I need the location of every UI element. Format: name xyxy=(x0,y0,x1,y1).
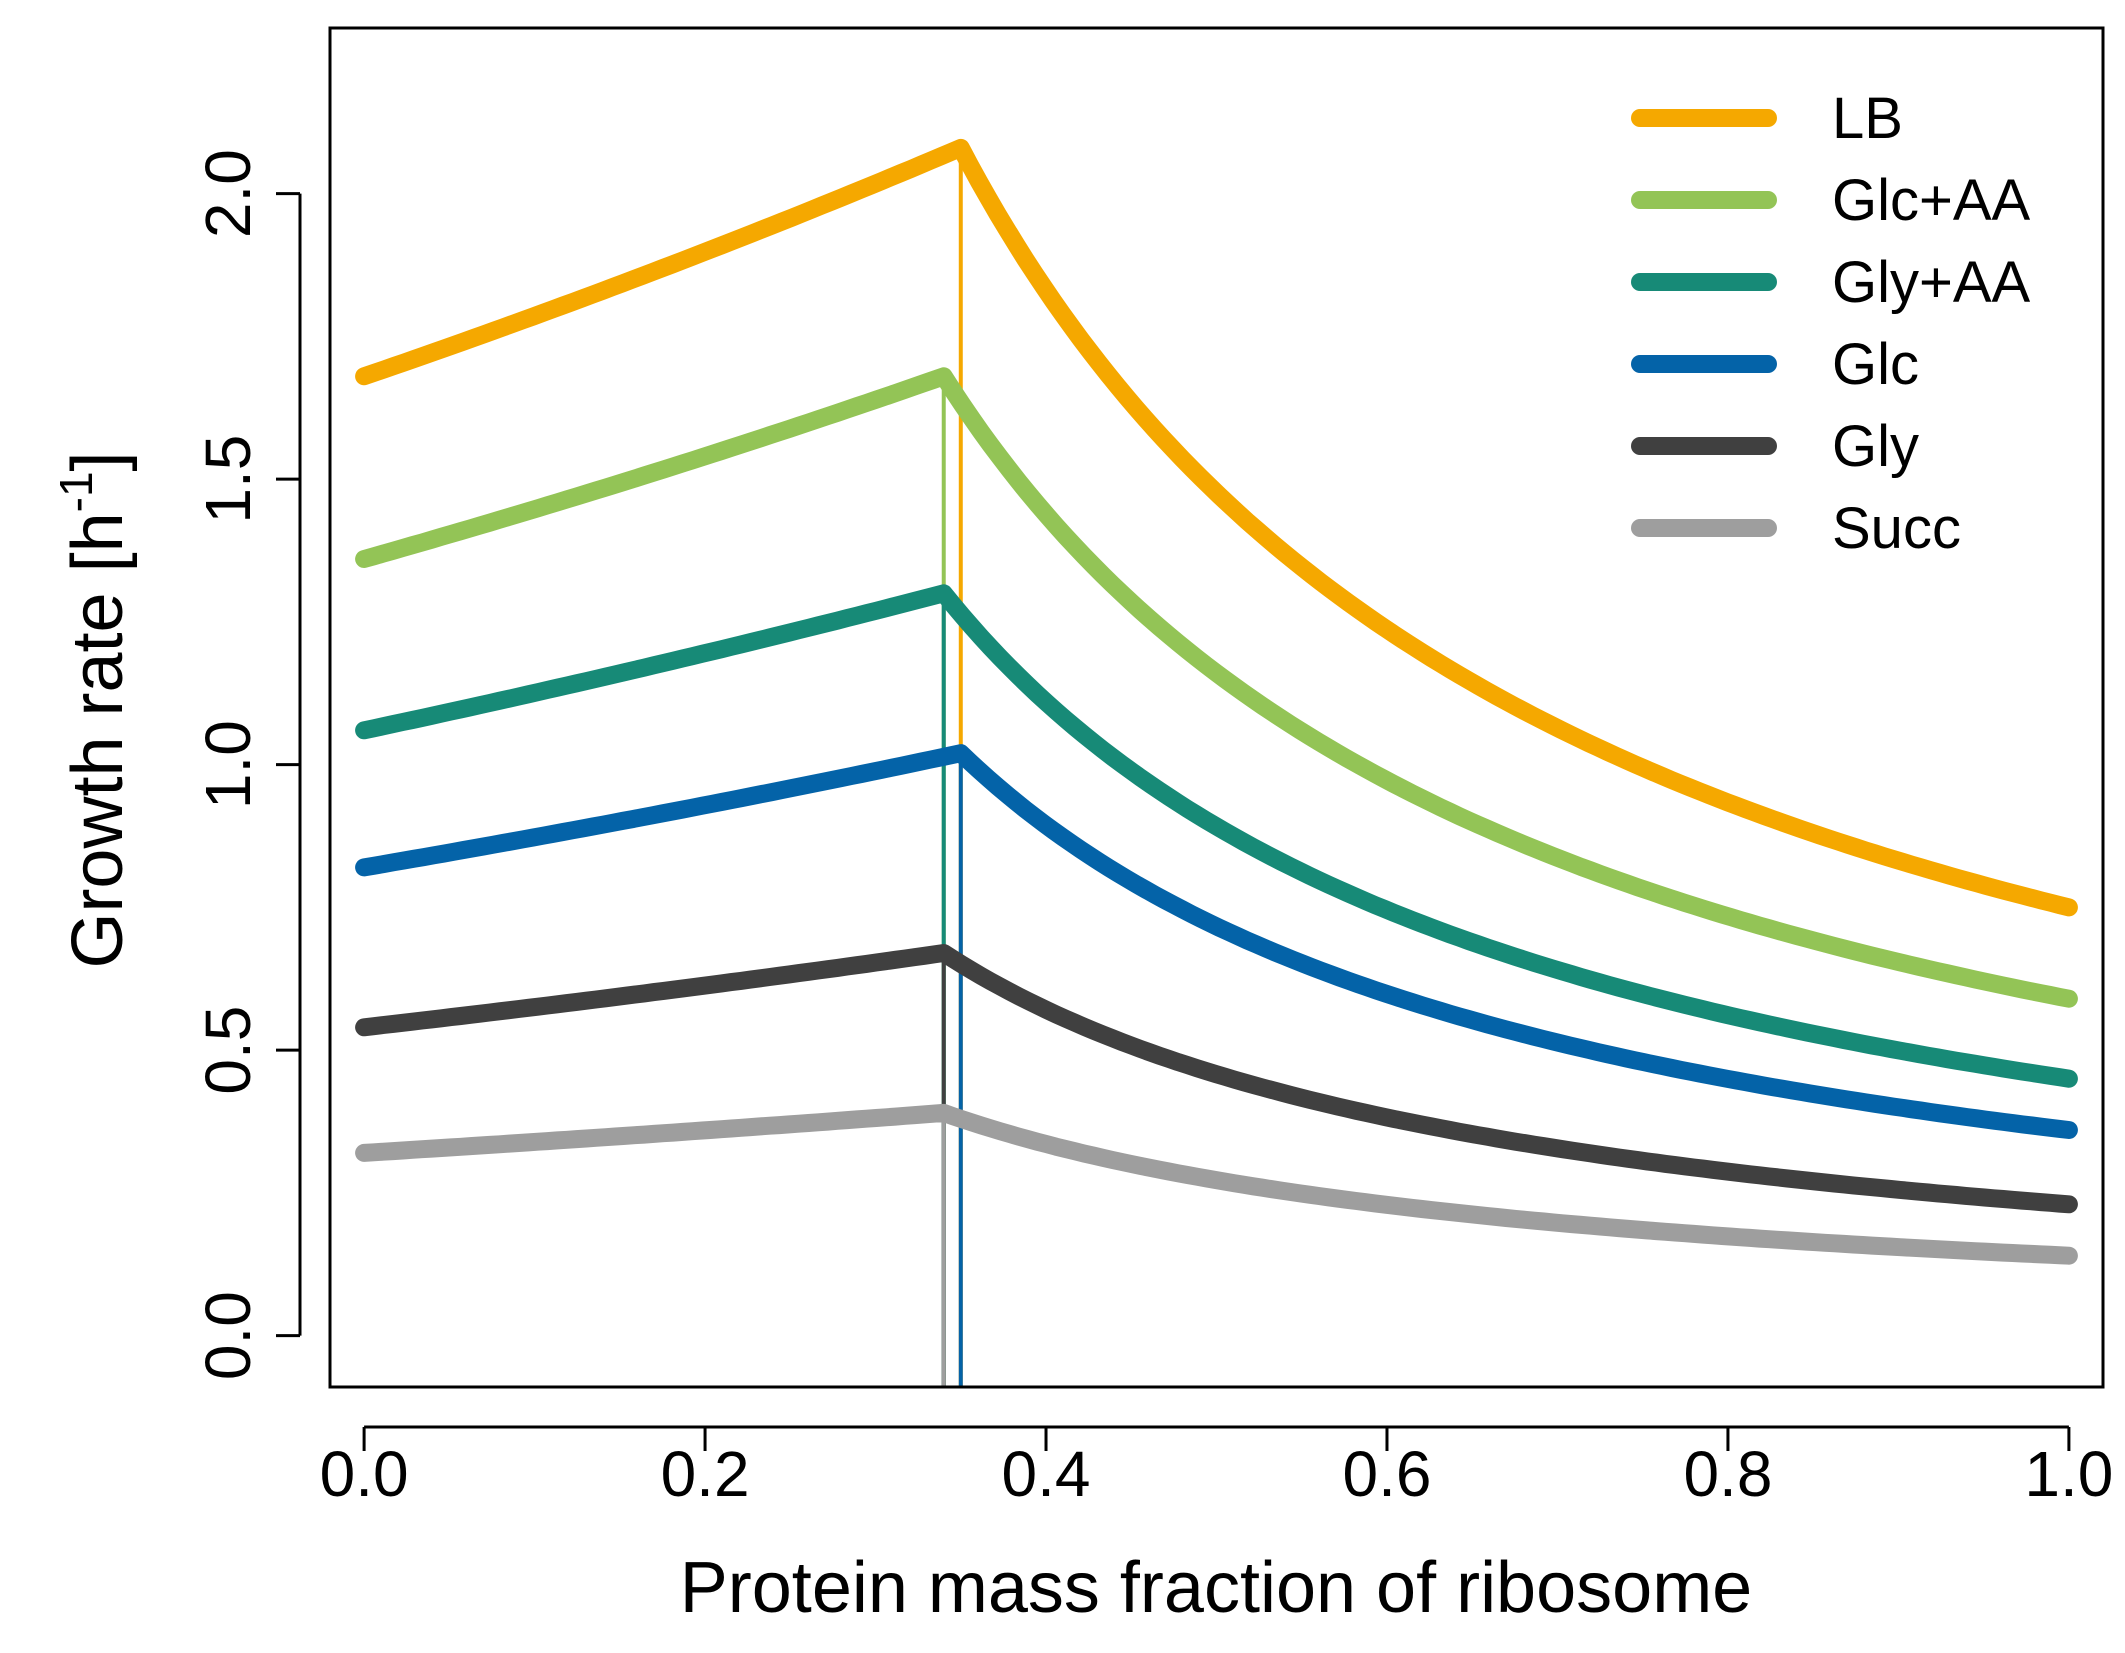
y-axis-title-superscript: -1 xyxy=(50,471,102,512)
series-line xyxy=(355,744,2078,1139)
legend-label: Succ xyxy=(1832,496,1961,561)
y-tick-label: 0.5 xyxy=(192,1006,264,1095)
series-curves xyxy=(355,138,2078,1265)
legend-label: Gly xyxy=(1832,414,1919,479)
x-tick-label: 0.2 xyxy=(661,1438,750,1510)
x-tick-label: 0.0 xyxy=(320,1438,409,1510)
legend: LB Glc+AA Gly+AA Glc Gly Succ xyxy=(1631,86,2031,561)
y-tick-label: 0.0 xyxy=(192,1291,264,1380)
y-tick-label: 2.0 xyxy=(192,149,264,238)
legend-label: LB xyxy=(1832,86,1903,151)
legend-label: Glc+AA xyxy=(1832,168,2031,233)
legend-label: Gly+AA xyxy=(1832,250,2031,315)
optimum-marker-lines xyxy=(941,147,963,1387)
series-line xyxy=(355,944,2078,1214)
series-line xyxy=(355,1103,2078,1265)
series-line xyxy=(355,138,2078,917)
y-axis-title-close: ] xyxy=(58,451,138,471)
legend-label: Glc xyxy=(1832,332,1919,397)
x-tick-label: 0.8 xyxy=(1683,1438,1772,1510)
plot-frame xyxy=(328,26,2105,1389)
y-tick-label: 1.0 xyxy=(192,720,264,809)
y-axis-title: Growth rate [h-1] xyxy=(50,451,138,968)
x-tick-label: 0.4 xyxy=(1002,1438,1091,1510)
series-line xyxy=(355,584,2078,1088)
x-axis-title: Protein mass fraction of ribosome xyxy=(680,1548,1752,1628)
y-axis-title-main: Growth rate [h xyxy=(58,512,138,968)
x-axis: 0.0 0.2 0.4 0.6 0.8 1.0 xyxy=(320,1425,2113,1510)
y-axis: 0.0 0.5 1.0 1.5 2.0 xyxy=(192,149,302,1380)
x-tick-label: 0.6 xyxy=(1342,1438,1431,1510)
x-tick-label: 1.0 xyxy=(2024,1438,2113,1510)
y-tick-label: 1.5 xyxy=(192,435,264,524)
series-line xyxy=(355,367,2078,1008)
